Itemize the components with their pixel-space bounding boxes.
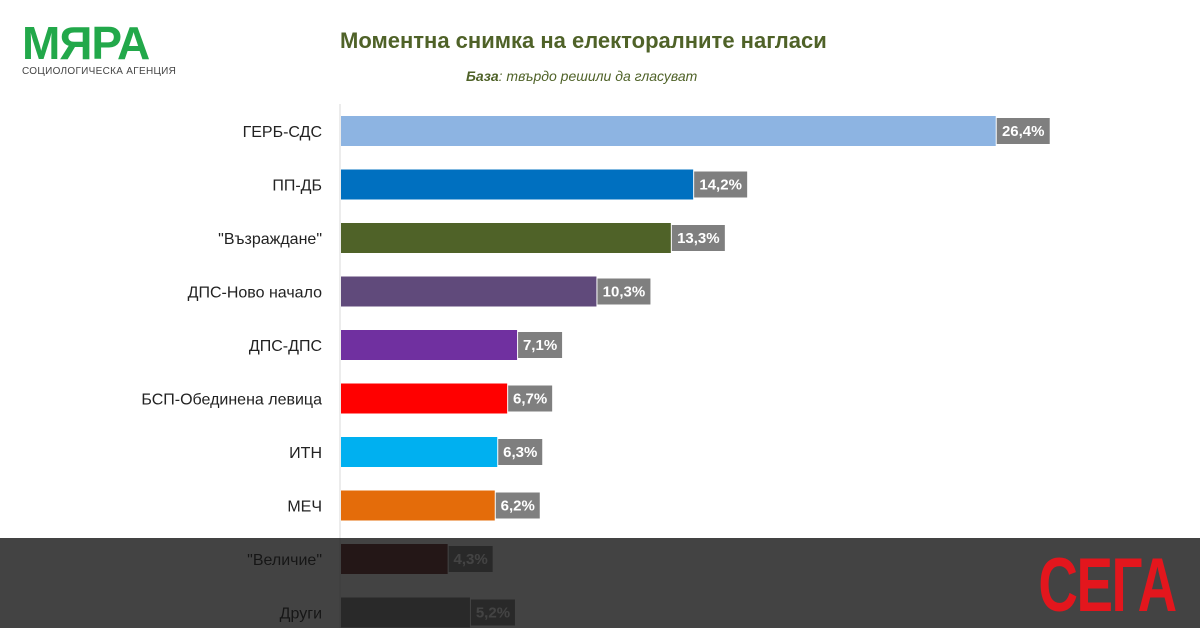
chart-subtitle-text: : твърдо решили да гласуват <box>498 68 698 84</box>
data-label-box <box>495 492 540 519</box>
category-label: БСП-Обединена левица <box>141 392 322 409</box>
data-label: 26,4% <box>1002 123 1045 140</box>
chart-subtitle: База: твърдо решили да гласуват <box>466 68 697 84</box>
bar <box>341 276 597 307</box>
chart-title: Моментна снимка на електоралните нагласи <box>340 28 827 53</box>
category-label: ИТН <box>289 445 322 462</box>
data-label: 14,2% <box>699 177 742 194</box>
data-label-box <box>996 118 1050 144</box>
category-label: ДПС-ДПС <box>249 338 322 355</box>
logo-subtitle: СОЦИОЛОГИЧЕСКА АГЕНЦИЯ <box>22 66 177 77</box>
bar <box>341 437 498 467</box>
logo: МЯРА СОЦИОЛОГИЧЕСКА АГЕНЦИЯ <box>22 17 182 77</box>
data-label: 6,3% <box>503 444 537 461</box>
logo-wordmark: МЯРА <box>22 17 150 69</box>
chart-subtitle-label: База <box>466 68 499 84</box>
brand-logo: СЕГА <box>1038 543 1178 628</box>
data-label: 6,2% <box>501 498 535 515</box>
data-label-box <box>597 278 651 305</box>
bar <box>341 383 508 414</box>
category-label: ГЕРБ-СДС <box>243 124 322 141</box>
category-label: ДПС-Ново начало <box>188 285 322 302</box>
data-label-box <box>671 225 725 251</box>
data-label-box <box>518 332 563 358</box>
bar <box>341 223 671 253</box>
data-label-box <box>508 385 553 412</box>
category-label: ПП-ДБ <box>272 178 322 195</box>
data-label: 6,7% <box>513 391 547 408</box>
category-label: МЕЧ <box>287 499 322 516</box>
data-label-box <box>498 439 543 465</box>
bar <box>341 330 518 360</box>
bar <box>341 169 694 200</box>
bar <box>341 490 495 521</box>
data-label: 13,3% <box>677 230 720 247</box>
data-label: 10,3% <box>603 284 646 301</box>
footer-overlay <box>0 538 1200 628</box>
bar <box>341 116 996 146</box>
data-label: 7,1% <box>523 337 557 354</box>
data-label-box <box>694 171 748 198</box>
category-label: "Възраждане" <box>218 231 322 248</box>
